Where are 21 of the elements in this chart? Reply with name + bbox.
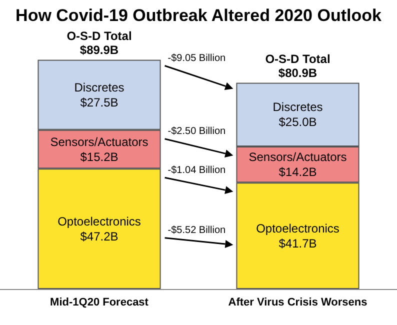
- text: Discretes: [74, 80, 124, 94]
- series-label: Sensors/Actuators: [248, 150, 347, 164]
- data-label: $41.7B: [278, 236, 317, 250]
- annotation: -$9.05 Billion: [168, 52, 226, 64]
- annotation: -$1.04 Billion: [168, 164, 226, 176]
- chart-title: How Covid-19 Outbreak Altered 2020 Outlook: [16, 6, 382, 25]
- data-label: $27.5B: [80, 95, 118, 110]
- x-tick-label: Mid-1Q20 Forecast: [50, 296, 149, 308]
- series-label: Discretes: [272, 100, 323, 114]
- text: Optoelectronics: [256, 221, 340, 236]
- text: Sensors/Actuators: [50, 134, 148, 149]
- x-tick-label: After Virus Crisis Worsens: [228, 296, 368, 308]
- data-label: $25.0B: [278, 115, 317, 130]
- data-label: $15.2B: [80, 150, 118, 164]
- series-label: Optoelectronics: [58, 214, 141, 228]
- data-label: $47.2B: [80, 229, 118, 244]
- total-label: O-S-D Total $80.9B: [265, 52, 330, 80]
- data-label: $14.2B: [278, 165, 317, 180]
- total-label: O-S-D Total $89.9B: [66, 28, 132, 57]
- annotation: -$2.50 Billion: [168, 126, 226, 137]
- annotation: -$5.52 Billion: [168, 224, 226, 236]
